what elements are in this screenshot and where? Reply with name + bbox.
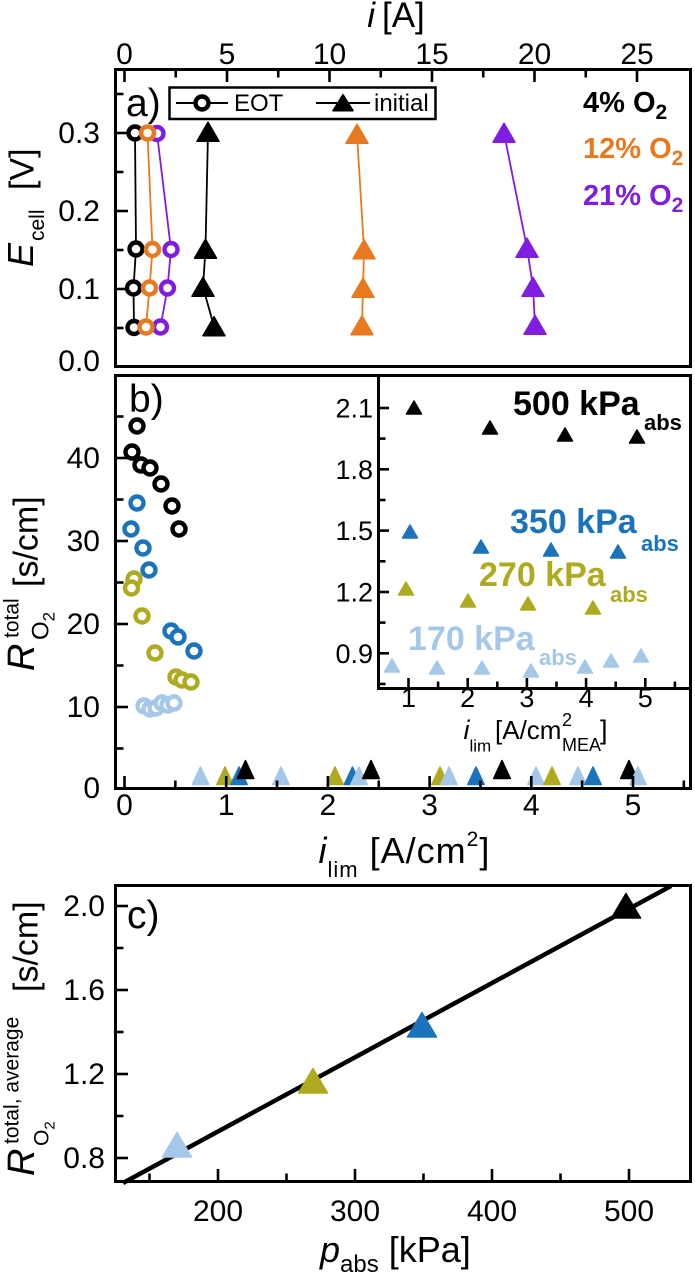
svg-text:20: 20	[67, 608, 100, 641]
svg-text:a): a)	[126, 82, 161, 125]
svg-text:E: E	[0, 242, 41, 267]
svg-text:0.1: 0.1	[58, 273, 100, 306]
svg-text:total, average: total, average	[1, 1017, 24, 1144]
svg-text:O2: O2	[28, 612, 59, 640]
svg-text:21% O2: 21% O2	[583, 180, 683, 217]
svg-text:0.9: 0.9	[335, 639, 373, 669]
svg-text:c): c)	[127, 894, 160, 937]
svg-text:ilim: ilim	[464, 715, 492, 756]
svg-text:cell: cell	[26, 209, 49, 241]
svg-text:1.2: 1.2	[335, 578, 373, 608]
svg-text:10: 10	[313, 38, 346, 71]
svg-text:500 kPa: 500 kPa	[513, 385, 641, 423]
svg-text:400: 400	[467, 1195, 517, 1228]
svg-text:R: R	[1, 1149, 43, 1176]
svg-text:total: total	[1, 598, 24, 638]
svg-text:abs: abs	[610, 582, 648, 607]
svg-text:1.2: 1.2	[63, 1058, 105, 1091]
svg-text:12% O2: 12% O2	[583, 133, 683, 170]
svg-text:1.8: 1.8	[335, 455, 373, 485]
svg-text:4% O2: 4% O2	[583, 87, 667, 124]
svg-text:5: 5	[219, 38, 236, 71]
svg-text:1.6: 1.6	[63, 974, 105, 1007]
svg-text:15: 15	[415, 38, 448, 71]
svg-text:20: 20	[518, 38, 551, 71]
svg-text:170 kPa: 170 kPa	[408, 620, 536, 658]
svg-text:500: 500	[604, 1195, 654, 1228]
svg-text:2.1: 2.1	[335, 394, 373, 424]
svg-text:[s/cm]: [s/cm]	[8, 901, 46, 992]
svg-text:[s/cm]: [s/cm]	[8, 496, 46, 587]
svg-text:0: 0	[116, 789, 133, 822]
svg-text:2: 2	[562, 710, 572, 730]
svg-text:1.5: 1.5	[335, 516, 373, 546]
svg-text:]: ]	[600, 715, 608, 745]
svg-text:4: 4	[579, 683, 594, 713]
svg-text:2: 2	[460, 683, 475, 713]
svg-text:b): b)	[129, 378, 164, 421]
svg-text:2: 2	[320, 789, 337, 822]
svg-text:300: 300	[330, 1195, 380, 1228]
svg-text:ilim [A/cm2]: ilim [A/cm2]	[319, 828, 491, 882]
svg-text:0.0: 0.0	[58, 345, 100, 378]
svg-text:R: R	[1, 644, 43, 671]
svg-text:3: 3	[421, 789, 438, 822]
svg-text:30: 30	[67, 525, 100, 558]
svg-text:[A/cm: [A/cm	[495, 715, 561, 745]
svg-text:0.3: 0.3	[58, 117, 100, 150]
svg-text:abs: abs	[644, 410, 682, 435]
svg-text:5: 5	[625, 789, 642, 822]
svg-text:40: 40	[67, 442, 100, 475]
svg-text:0.2: 0.2	[58, 195, 100, 228]
svg-text:MEA: MEA	[562, 735, 601, 755]
svg-text:350 kPa: 350 kPa	[510, 503, 638, 541]
svg-text:270 kPa: 270 kPa	[479, 556, 607, 594]
svg-text:abs: abs	[539, 645, 577, 670]
svg-text:5: 5	[638, 683, 653, 713]
svg-text:25: 25	[620, 38, 653, 71]
svg-text:0.8: 0.8	[63, 1142, 105, 1175]
svg-text:EOT: EOT	[234, 90, 284, 117]
svg-text:initial: initial	[374, 90, 429, 117]
svg-text:1: 1	[401, 683, 416, 713]
svg-text:2.0: 2.0	[63, 890, 105, 923]
svg-text:i [A]: i [A]	[367, 0, 425, 35]
svg-text:1: 1	[218, 789, 235, 822]
svg-text:[V]: [V]	[4, 148, 42, 190]
svg-text:0: 0	[83, 772, 100, 805]
svg-text:10: 10	[67, 691, 100, 724]
svg-text:0: 0	[116, 38, 133, 71]
svg-text:200: 200	[193, 1195, 243, 1228]
svg-text:abs: abs	[641, 531, 679, 556]
svg-text:pabs [kPa]: pabs [kPa]	[319, 1229, 471, 1278]
svg-text:3: 3	[519, 683, 534, 713]
svg-text:4: 4	[523, 789, 540, 822]
